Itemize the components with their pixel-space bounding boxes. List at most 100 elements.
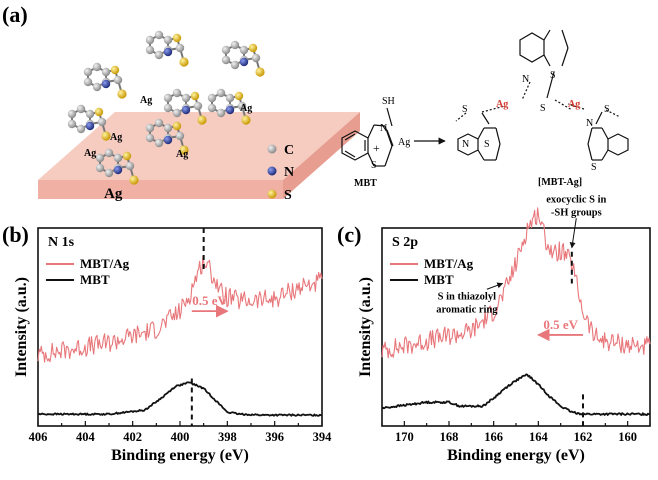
panel-b: (b) 406 404 402 400 398 396 394 Binding energy … — [2, 222, 332, 464]
x-tick-label: 396 — [265, 430, 284, 444]
nitrogen-atom — [181, 105, 191, 115]
carbon-atom — [97, 117, 107, 127]
n1s-xps-chart: 406 404 402 400 398 396 394 Binding energy (eV)… — [13, 227, 333, 464]
x-tick-label: 168 — [440, 430, 459, 444]
carbon-atom — [104, 168, 114, 178]
nitrogen-atom — [101, 79, 111, 89]
sulfur-atom — [172, 33, 182, 43]
product-atom-label: S — [591, 162, 597, 173]
legend-label-c: C — [284, 143, 294, 158]
nitrogen-atom — [163, 135, 173, 145]
mbt-ring-n-label: N — [380, 123, 387, 134]
panel-b-label: (b) — [2, 222, 29, 247]
product-atom-label: S — [550, 70, 556, 81]
sulfur-atom — [172, 121, 182, 131]
shift-label: 0.5 eV — [192, 293, 227, 308]
core-level-title: N 1s — [48, 235, 75, 250]
sulfur-atom — [179, 145, 189, 155]
carbon-atom — [154, 30, 164, 40]
y-axis-title: Intensity (a.u.) — [357, 277, 374, 377]
carbon-atom — [221, 55, 231, 65]
carbon-atom — [154, 118, 164, 128]
legend-atom-n — [267, 166, 277, 176]
sulfur-atom — [122, 151, 132, 161]
x-tick-label: 400 — [171, 430, 190, 444]
ag-bond-label: Ag — [110, 132, 122, 143]
mbt-molecule — [95, 148, 139, 185]
plus-sign: + — [373, 141, 380, 155]
peak-annotation: -SH groups — [551, 207, 602, 218]
mbt-ag-structure — [455, 29, 629, 161]
carbon-atom — [145, 133, 155, 143]
legend-atom-s — [267, 189, 277, 199]
annotation-pointer — [486, 282, 504, 290]
nitrogen-atom — [225, 105, 235, 115]
x-axis-title: Binding energy (eV) — [447, 447, 585, 464]
x-tick-label: 160 — [618, 430, 637, 444]
surface-label: Ag — [104, 186, 123, 202]
carbon-atom — [225, 93, 235, 103]
ag-bond-label: Ag — [84, 148, 96, 159]
carbon-atom — [237, 101, 247, 111]
product-atom-label: S — [540, 103, 546, 114]
sulfur-atom — [117, 89, 127, 99]
product-atom-label: N — [522, 74, 529, 85]
mbt-molecule — [67, 104, 111, 141]
nitrogen-atom — [85, 121, 95, 131]
carbon-atom — [67, 119, 77, 129]
carbon-atom — [145, 45, 155, 55]
carbon-atom — [230, 40, 240, 50]
mbt-molecule — [207, 88, 251, 125]
carbon-atom — [163, 123, 173, 133]
x-tick-label: 164 — [529, 430, 549, 444]
mbt-ag-atom-labels: S N S Ag N S S Ag N S S — [462, 70, 610, 173]
carbon-atom — [207, 103, 217, 113]
legend-label: MBT — [424, 272, 454, 287]
legend-label-n: N — [284, 165, 294, 180]
carbon-atom — [95, 153, 105, 163]
plot-frame — [381, 227, 651, 427]
reactant-name: MBT — [354, 178, 377, 189]
legend-atom-c — [267, 144, 277, 154]
ag-bond-label: Ag — [240, 103, 252, 114]
carbon-atom — [85, 109, 95, 119]
carbon-atom — [83, 67, 93, 77]
ag-bond-labels: Ag Ag Ag Ag Ag — [84, 95, 252, 160]
x-tick-label: 398 — [218, 430, 237, 444]
sulfur-atom — [94, 107, 104, 117]
x-tick-label: 404 — [76, 430, 96, 444]
carbon-atom — [145, 35, 155, 45]
mbt-molecule — [163, 88, 207, 125]
x-axis-title: Binding energy (eV) — [111, 447, 249, 464]
panel-c: (c) 170 168 166 164 162 160 Binding energy (eV… — [337, 194, 651, 464]
x-tick-label: 394 — [313, 430, 333, 444]
carbon-atom — [251, 53, 261, 63]
shift-label: 0.5 eV — [543, 317, 578, 332]
carbon-atom — [216, 108, 226, 118]
spectrum-line — [381, 373, 651, 417]
carbon-atom — [175, 131, 185, 141]
panel-a-label: (a) — [2, 2, 28, 27]
carbon-atom — [172, 88, 182, 98]
carbon-atom — [95, 163, 105, 173]
carbon-atom — [83, 77, 93, 87]
carbon-atom — [193, 101, 203, 111]
carbon-atom — [101, 67, 111, 77]
carbon-atom — [76, 104, 86, 114]
mbt-molecule — [145, 30, 189, 67]
carbon-atom — [230, 60, 240, 70]
product-atom-label: N — [586, 118, 593, 129]
carbon-atom — [76, 124, 86, 134]
ag-bond-label: Ag — [176, 149, 188, 160]
sulfur-atom — [255, 67, 265, 77]
carbon-atom — [104, 148, 114, 158]
sulfur-atom — [179, 57, 189, 67]
nitrogen-atom — [163, 47, 173, 57]
mbt-ring-s-label: S — [371, 160, 377, 171]
carbon-atom — [163, 35, 173, 45]
nitrogen-atom — [239, 57, 249, 67]
peak-annotation: S in thiazolyl — [438, 291, 496, 302]
peak-annotation: aromatic ring — [436, 304, 498, 315]
carbon-atom — [113, 75, 123, 85]
y-axis-title: Intensity (a.u.) — [13, 277, 30, 377]
